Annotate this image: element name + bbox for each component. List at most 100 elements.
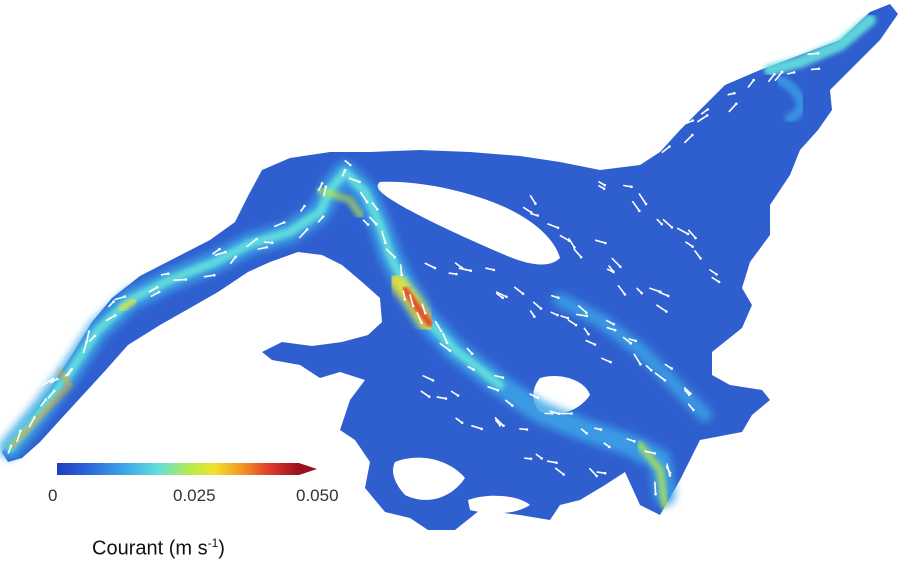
velocity-arrow-head-23: [234, 255, 237, 259]
velocity-arrow-99: [728, 103, 738, 113]
velocity-arrow-67: [577, 305, 588, 314]
velocity-arrow-51: [493, 374, 504, 379]
velocity-arrow-head-97: [691, 119, 694, 122]
velocity-arrow-head-67: [557, 296, 560, 300]
velocity-arrow-40: [385, 248, 396, 259]
velocity-arrow-head-30: [321, 215, 325, 218]
velocity-arrow-14: [114, 295, 126, 301]
velocity-arrow-52: [487, 385, 499, 392]
velocity-arrow-head-88: [686, 232, 690, 236]
velocity-arrow-head-132: [533, 315, 536, 318]
velocity-arrow-53: [504, 399, 514, 407]
velocity-arrows: [7, 52, 821, 496]
velocity-arrow-head-140: [534, 202, 537, 205]
velocity-arrow-head-55: [536, 396, 540, 400]
velocity-arrow-head-50: [470, 352, 474, 356]
southern-island-b: [393, 457, 465, 500]
velocity-arrow-head-124: [455, 272, 458, 276]
velocity-arrow-106: [807, 52, 820, 56]
velocity-arrow-5: [41, 378, 54, 386]
velocity-arrow-45: [421, 303, 427, 314]
velocity-arrow-19: [203, 274, 216, 278]
colorbar: [57, 463, 317, 475]
velocity-arrow-27: [298, 228, 309, 239]
velocity-arrow-head-111: [456, 394, 460, 397]
colorbar-title-main: Courant (m s: [92, 537, 208, 560]
velocity-arrow-88: [687, 229, 697, 239]
velocity-arrow-head-151: [640, 291, 643, 295]
velocity-arrow-head-119: [555, 461, 558, 465]
velocity-arrow-130: [532, 301, 542, 310]
velocity-arrow-head-117: [529, 457, 533, 461]
velocity-arrow-84: [638, 193, 647, 205]
velocity-arrow-138: [522, 206, 533, 214]
central-island: [377, 181, 560, 265]
velocity-arrow-22: [229, 255, 237, 265]
velocity-arrow-97: [697, 114, 709, 123]
velocity-arrow-35: [359, 191, 368, 203]
velocity-arrow-head-102: [752, 78, 755, 82]
velocity-arrow-head-106: [817, 67, 821, 71]
velocity-arrow-85: [662, 218, 673, 229]
velocity-arrow-head-7: [56, 377, 59, 381]
velocity-arrow-71: [622, 336, 632, 345]
velocity-arrow-head-81: [603, 183, 606, 187]
velocity-arrow-2: [28, 416, 36, 428]
velocity-arrow-91: [711, 276, 720, 283]
velocity-arrow-head-24: [255, 237, 258, 241]
velocity-arrow-head-74: [639, 362, 642, 366]
velocity-arrow-82: [622, 184, 633, 188]
velocity-arrow-147: [611, 257, 622, 268]
velocity-arrow-142: [559, 234, 570, 242]
velocity-arrow-head-36: [365, 200, 369, 204]
velocity-arrow-head-12: [93, 334, 97, 338]
velocity-arrow-head-118: [540, 457, 543, 460]
velocity-arrow-head-58: [570, 412, 573, 415]
velocity-arrow-head-49: [448, 349, 452, 352]
velocity-arrow-87: [676, 227, 689, 235]
velocity-arrow-head-86: [670, 226, 674, 229]
velocity-arrow-26: [273, 221, 286, 228]
velocity-arrow-101: [747, 79, 755, 88]
velocity-arrow-21: [214, 251, 227, 256]
velocity-arrow-head-53: [496, 389, 500, 392]
velocity-arrow-head-135: [574, 323, 578, 327]
velocity-arrow-head-107: [816, 52, 820, 55]
velocity-arrow-head-93: [715, 273, 718, 276]
velocity-arrow-head-82: [602, 187, 606, 190]
velocity-arrow-149: [617, 284, 626, 296]
velocity-arrow-head-2: [19, 429, 22, 433]
velocity-arrow-head-90: [691, 245, 694, 248]
velocity-arrow-head-149: [611, 270, 615, 273]
velocity-arrow-head-131: [539, 307, 543, 310]
southern-island-c: [468, 495, 530, 514]
velocity-arrow-122: [424, 262, 436, 269]
velocity-arrow-151: [649, 287, 662, 293]
velocity-arrow-15: [148, 286, 158, 293]
velocity-arrow-4: [47, 390, 56, 399]
velocity-arrow-head-127: [492, 268, 496, 272]
velocity-arrow-head-87: [660, 222, 663, 226]
velocity-arrow-47: [442, 332, 448, 344]
velocity-arrow-89: [685, 241, 694, 248]
velocity-arrow-head-138: [609, 360, 612, 364]
velocity-arrow-head-114: [498, 423, 502, 427]
colorbar-title-exponent: -1: [207, 536, 219, 550]
velocity-arrow-10: [85, 330, 90, 344]
velocity-arrow-144: [573, 248, 582, 258]
velocity-arrow-head-4: [44, 398, 47, 402]
velocity-arrow-head-20: [213, 273, 216, 277]
velocity-arrow-head-31: [324, 185, 328, 189]
velocity-arrow-head-116: [525, 428, 529, 431]
velocity-arrow-head-133: [556, 313, 559, 317]
velocity-arrow-head-57: [557, 412, 561, 416]
velocity-arrow-head-128: [501, 296, 505, 300]
velocity-arrow-head-59: [585, 432, 588, 435]
velocity-arrow-head-37: [375, 208, 379, 211]
velocity-arrow-126: [485, 267, 495, 271]
velocity-arrow-head-139: [530, 211, 533, 214]
velocity-arrow-44: [416, 311, 423, 324]
velocity-arrow-90: [694, 250, 702, 260]
velocity-arrow-head-73: [634, 339, 637, 343]
